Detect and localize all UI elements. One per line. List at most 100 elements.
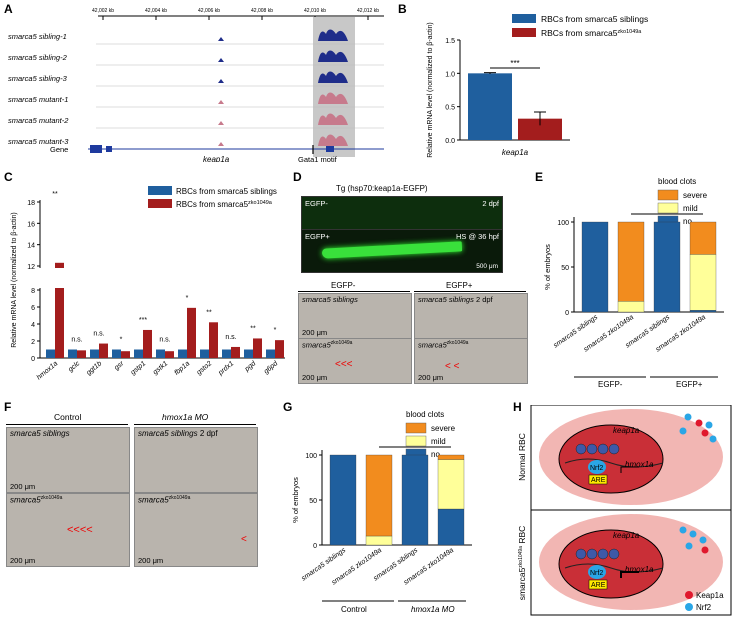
f-clot-arrowheads: <<<< xyxy=(67,524,93,536)
legend-keap1a: Keap1a xyxy=(696,591,724,600)
coverage-peak xyxy=(318,29,348,41)
panel-letter-h: H xyxy=(513,400,522,414)
egfp-minus-label: EGFP- xyxy=(305,199,328,208)
bar xyxy=(266,349,275,358)
coverage-peak xyxy=(318,71,348,83)
bar xyxy=(121,351,130,358)
keap1a-gene: keap1a xyxy=(613,426,640,435)
panel-c: RBCs from smarca5 siblings RBCs from smar… xyxy=(0,170,290,395)
category-label: prdx1 xyxy=(217,360,236,377)
y-tick-label: 18 xyxy=(27,200,35,207)
bar-high-part xyxy=(55,262,64,268)
stack-mild xyxy=(689,254,717,311)
group-label-1: Control xyxy=(341,605,367,614)
clot-arrowheads-2: < < xyxy=(445,361,460,372)
d-scale-4: 200 μm xyxy=(418,373,444,382)
d-mut-sup-1: zko1049a xyxy=(330,340,353,346)
stack-no xyxy=(437,508,465,546)
sig-label: n.s. xyxy=(93,331,104,338)
bar xyxy=(112,349,121,358)
d-scale-1: 200 μm xyxy=(302,328,328,337)
stack-no xyxy=(653,221,681,313)
genome-track-svg: 42,002 kb 42,004 kb 42,006 kb 42,008 kb 42,0… xyxy=(8,8,384,164)
nrf2-nucleus xyxy=(588,565,606,579)
track-label: smarca5 mutant-1 xyxy=(8,95,68,104)
y-tick-label: 100 xyxy=(557,220,569,227)
panel-f: Control hmox1a MO smarca5 siblings 200 μ… xyxy=(4,408,276,573)
small-peak xyxy=(218,58,224,62)
motif-label: Gata1 motif xyxy=(298,155,338,162)
stack-severe xyxy=(365,454,393,537)
legend-sibling-swatch xyxy=(512,14,536,23)
egfp-minus-image: EGFP- 2 dpf xyxy=(301,196,503,230)
bar xyxy=(68,349,77,358)
y-tick-label: 0.5 xyxy=(445,105,455,112)
coord-label: 42,006 kb xyxy=(198,8,220,14)
legend-label-severe: severe xyxy=(683,191,708,200)
panel-letter-e: E xyxy=(535,170,544,184)
hs-label: HS @ 36 hpf xyxy=(455,232,499,241)
nrf2-protein xyxy=(699,536,707,544)
d-micrograph-sib-minus: smarca5 siblings 200 μm xyxy=(298,293,412,339)
bar xyxy=(209,322,218,358)
group-label-2: hmox1a MO xyxy=(411,605,455,614)
legend-title: blood clots xyxy=(406,410,444,419)
panel-e-chart: blood clots severe mild no 0 50 100 % of embryo… xyxy=(543,177,724,389)
stack-mild xyxy=(617,301,645,313)
f-sib-1: smarca5 siblings xyxy=(10,429,70,438)
f-mut-1: smarca5 xyxy=(10,495,41,505)
nucleus xyxy=(558,529,664,599)
gene-name: keap1a xyxy=(203,155,230,162)
f-divider-1 xyxy=(6,424,128,425)
d-sib-label-1: smarca5 siblings xyxy=(302,295,358,304)
bar xyxy=(200,349,209,358)
bar xyxy=(46,349,55,358)
legend-sibling-swatch xyxy=(148,186,172,195)
d-sib-label-2: smarca5 siblings xyxy=(418,295,474,304)
keap1a-protein xyxy=(701,546,709,554)
legend-mutant-swatch xyxy=(148,199,172,208)
y-tick-label: 1.0 xyxy=(445,71,455,78)
sig-label: ** xyxy=(52,191,58,198)
hmox1a-gene: hmox1a xyxy=(625,460,654,469)
f-col-mo: hmox1a MO xyxy=(162,412,209,422)
stack-mild xyxy=(365,535,393,546)
d-divider-1 xyxy=(298,291,410,292)
mutant-rbc-label: smarca5zko1049a RBC xyxy=(517,526,527,601)
sig-label: ** xyxy=(250,325,256,332)
y-tick-label: 16 xyxy=(27,221,35,228)
nucleosome xyxy=(575,443,587,455)
f-mut-2: smarca5 xyxy=(138,495,169,505)
panel-letter-g: G xyxy=(283,400,293,414)
f-scale-1: 200 μm xyxy=(10,482,36,491)
nucleosome xyxy=(575,548,587,560)
coverage-peak xyxy=(318,92,348,104)
nrf2-protein xyxy=(709,435,717,443)
y-tick-label: 0 xyxy=(565,310,569,317)
d-micrograph-mut-plus: smarca5zko1049a 200 μm < < xyxy=(414,338,528,384)
panel-b: RBCs from smarca5 siblings RBCs from smar… xyxy=(400,0,730,165)
legend-label-mild: mild xyxy=(683,204,698,213)
bar-low-part xyxy=(55,288,64,358)
group-label-2: EGFP+ xyxy=(676,380,703,389)
f-col-control: Control xyxy=(54,412,82,422)
small-peak xyxy=(218,121,224,125)
legend-nrf2: Nrf2 xyxy=(696,603,712,612)
y-tick-label: 50 xyxy=(561,265,569,272)
d-col-egfp-plus: EGFP+ xyxy=(446,281,473,290)
nrf2-label: Nrf2 xyxy=(590,570,603,577)
clot-arrowheads: <<< xyxy=(335,359,353,370)
gene-exon xyxy=(90,145,102,153)
d-dpf-2: 2 dpf xyxy=(475,295,493,304)
d-micrograph-sib-plus: smarca5 siblings 2 dpf xyxy=(414,293,528,339)
y-tick-label: 0.0 xyxy=(445,138,455,145)
are-box xyxy=(588,579,608,590)
stack-severe xyxy=(617,221,645,302)
nrf2-protein xyxy=(684,413,692,421)
fish-fluorescence xyxy=(321,241,463,259)
bar xyxy=(156,349,165,358)
category-label: hmox1a xyxy=(36,360,60,381)
bar xyxy=(165,351,174,358)
category-label: g6pd xyxy=(263,359,280,375)
f-dpf: 2 dpf xyxy=(199,429,218,438)
